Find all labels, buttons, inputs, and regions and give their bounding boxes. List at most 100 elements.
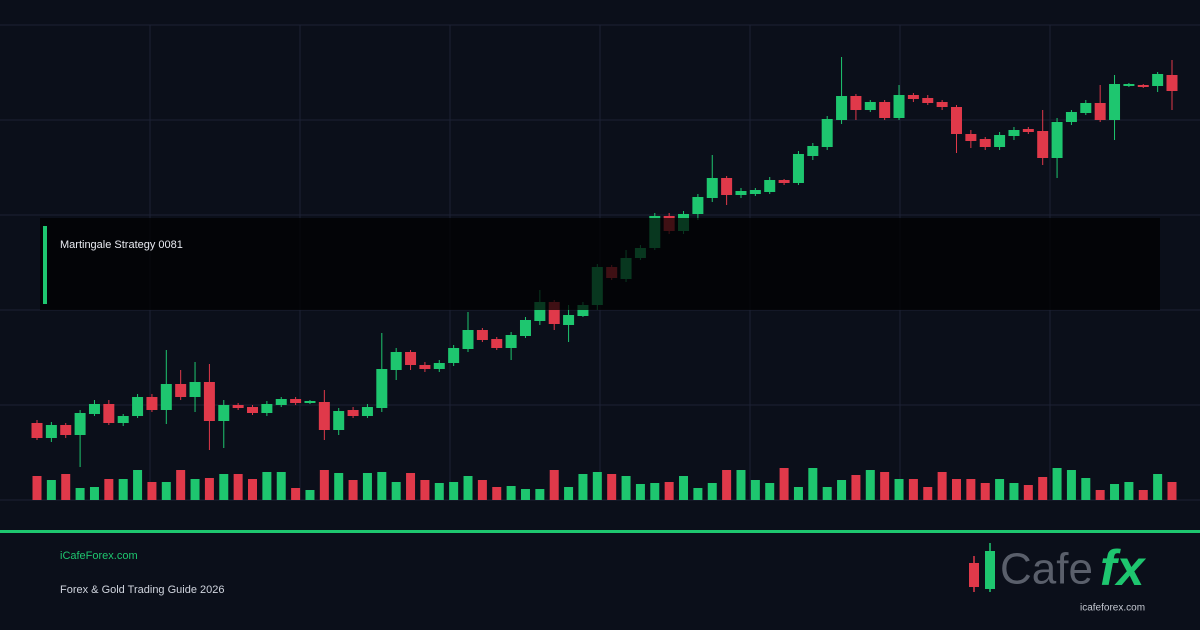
candle-body bbox=[160, 384, 172, 410]
candle-body bbox=[146, 397, 158, 410]
volume-bar bbox=[248, 479, 258, 500]
volume-bar bbox=[980, 483, 990, 500]
candle-body bbox=[548, 302, 560, 324]
volume-bar bbox=[147, 482, 157, 500]
volume-bar bbox=[564, 487, 574, 500]
candle-body bbox=[965, 134, 977, 141]
volume-bar bbox=[348, 480, 358, 500]
volume-bar bbox=[1110, 484, 1120, 500]
volume-bar bbox=[291, 488, 301, 500]
volume-bar bbox=[89, 487, 99, 500]
volume-bar bbox=[190, 479, 200, 500]
candle-body bbox=[936, 102, 948, 107]
volume-bar bbox=[434, 483, 444, 500]
volume-bar bbox=[707, 483, 717, 500]
volume-bar bbox=[32, 476, 42, 500]
candle-body bbox=[1065, 112, 1077, 122]
candle-body bbox=[333, 411, 345, 430]
candle-body bbox=[261, 404, 273, 413]
volume-bar bbox=[276, 472, 286, 500]
candle-body bbox=[519, 320, 531, 336]
volume-bar bbox=[406, 473, 416, 500]
candle-body bbox=[577, 305, 589, 316]
candle-body bbox=[692, 197, 704, 214]
candle-body bbox=[60, 425, 72, 435]
overlay-accent bbox=[43, 226, 47, 304]
candle-body bbox=[735, 191, 747, 195]
volume-bar bbox=[1095, 490, 1105, 500]
candle-body bbox=[979, 139, 991, 147]
candle-body bbox=[792, 154, 804, 183]
volume-bar bbox=[908, 479, 918, 500]
candle-body bbox=[994, 135, 1006, 147]
volume-bar bbox=[851, 475, 861, 500]
volume-bar bbox=[262, 472, 272, 500]
candle-body bbox=[821, 119, 833, 147]
candle-body bbox=[1080, 103, 1092, 113]
candle-body bbox=[1137, 85, 1149, 87]
volume-bar bbox=[118, 479, 128, 500]
candle-body bbox=[563, 315, 575, 325]
candle-body bbox=[850, 96, 862, 110]
candle-body bbox=[534, 302, 546, 321]
candle-body bbox=[476, 330, 488, 340]
candle-body bbox=[462, 330, 474, 349]
volume-bar bbox=[923, 487, 933, 500]
volume-bar bbox=[693, 488, 703, 500]
volume-bar bbox=[837, 480, 847, 500]
volume-bar bbox=[362, 473, 372, 500]
candle-body bbox=[318, 402, 330, 430]
candle-body bbox=[749, 190, 761, 194]
volume-bar bbox=[391, 482, 401, 500]
candle-body bbox=[864, 102, 876, 110]
candle-body bbox=[419, 365, 431, 369]
candle-body bbox=[74, 413, 86, 435]
volume-bar bbox=[607, 474, 617, 500]
volume-bar bbox=[894, 479, 904, 500]
candle-body bbox=[45, 425, 57, 438]
volume-bar bbox=[865, 470, 875, 500]
volume-bar bbox=[750, 480, 760, 500]
volume-bar bbox=[61, 474, 71, 500]
volume-bar bbox=[578, 474, 588, 500]
footer-site: iCafeForex.com bbox=[60, 550, 138, 562]
logo-word: Cafe bbox=[1000, 545, 1093, 594]
candle-body bbox=[1109, 84, 1121, 120]
volume-bar bbox=[679, 476, 689, 500]
volume-bar bbox=[449, 482, 459, 500]
candle-body bbox=[893, 95, 905, 118]
candle-body bbox=[1166, 75, 1178, 91]
candle-body bbox=[376, 369, 388, 408]
candle-body bbox=[175, 384, 187, 397]
candle-body bbox=[448, 348, 460, 363]
candle-body bbox=[505, 335, 517, 348]
volume-bar bbox=[1124, 482, 1134, 500]
volume-bar bbox=[46, 480, 56, 500]
candle-body bbox=[390, 352, 402, 370]
candle-body bbox=[721, 178, 733, 195]
volume-bar bbox=[420, 480, 430, 500]
candle-body bbox=[836, 96, 848, 120]
volume-bar bbox=[204, 478, 214, 500]
volume-bar bbox=[1052, 468, 1062, 500]
volume-bar bbox=[937, 472, 947, 500]
volume-bar bbox=[463, 476, 473, 500]
volume-bar bbox=[535, 489, 545, 500]
volume-bar bbox=[334, 473, 344, 500]
candle-body bbox=[132, 397, 144, 416]
volume-bar bbox=[492, 487, 502, 500]
candle-body bbox=[405, 352, 417, 365]
candle-body bbox=[290, 399, 302, 403]
volume-bar bbox=[506, 486, 516, 500]
candle-body bbox=[879, 102, 891, 118]
overlay-box bbox=[40, 218, 1160, 310]
candle-body bbox=[1051, 122, 1063, 158]
volume-bar bbox=[477, 480, 487, 500]
volume-bar bbox=[650, 483, 660, 500]
volume-bar bbox=[966, 479, 976, 500]
candle-body bbox=[247, 407, 259, 413]
candle-body bbox=[103, 404, 115, 423]
candle-body bbox=[31, 423, 43, 438]
candle-body bbox=[88, 404, 100, 414]
volume-bar bbox=[305, 490, 315, 500]
